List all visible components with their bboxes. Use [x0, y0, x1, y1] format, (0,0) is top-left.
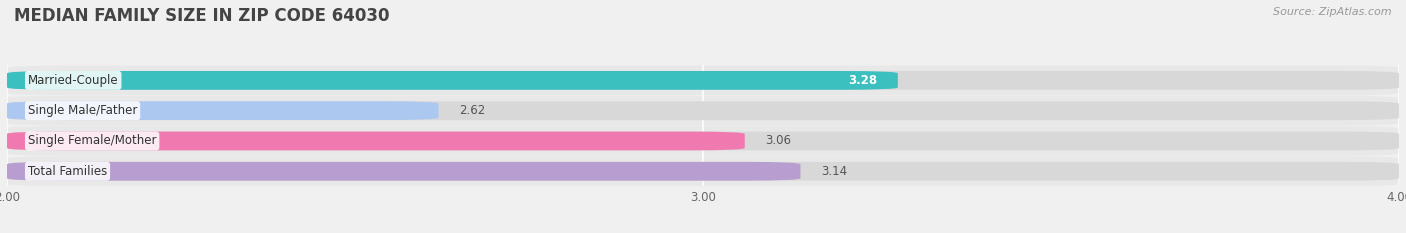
FancyBboxPatch shape [7, 71, 898, 90]
Text: Single Female/Mother: Single Female/Mother [28, 134, 156, 147]
FancyBboxPatch shape [7, 101, 1399, 120]
Text: MEDIAN FAMILY SIZE IN ZIP CODE 64030: MEDIAN FAMILY SIZE IN ZIP CODE 64030 [14, 7, 389, 25]
FancyBboxPatch shape [7, 156, 1399, 186]
Text: 2.62: 2.62 [460, 104, 485, 117]
FancyBboxPatch shape [7, 162, 800, 181]
FancyBboxPatch shape [7, 132, 1399, 150]
FancyBboxPatch shape [7, 101, 439, 120]
Text: Single Male/Father: Single Male/Father [28, 104, 138, 117]
FancyBboxPatch shape [7, 71, 1399, 90]
Text: 3.06: 3.06 [766, 134, 792, 147]
Text: Married-Couple: Married-Couple [28, 74, 118, 87]
FancyBboxPatch shape [7, 65, 1399, 95]
Text: Total Families: Total Families [28, 165, 107, 178]
Text: 3.14: 3.14 [821, 165, 848, 178]
Text: 3.28: 3.28 [848, 74, 877, 87]
FancyBboxPatch shape [7, 96, 1399, 126]
FancyBboxPatch shape [7, 132, 745, 150]
Text: Source: ZipAtlas.com: Source: ZipAtlas.com [1274, 7, 1392, 17]
FancyBboxPatch shape [7, 126, 1399, 156]
FancyBboxPatch shape [7, 162, 1399, 181]
